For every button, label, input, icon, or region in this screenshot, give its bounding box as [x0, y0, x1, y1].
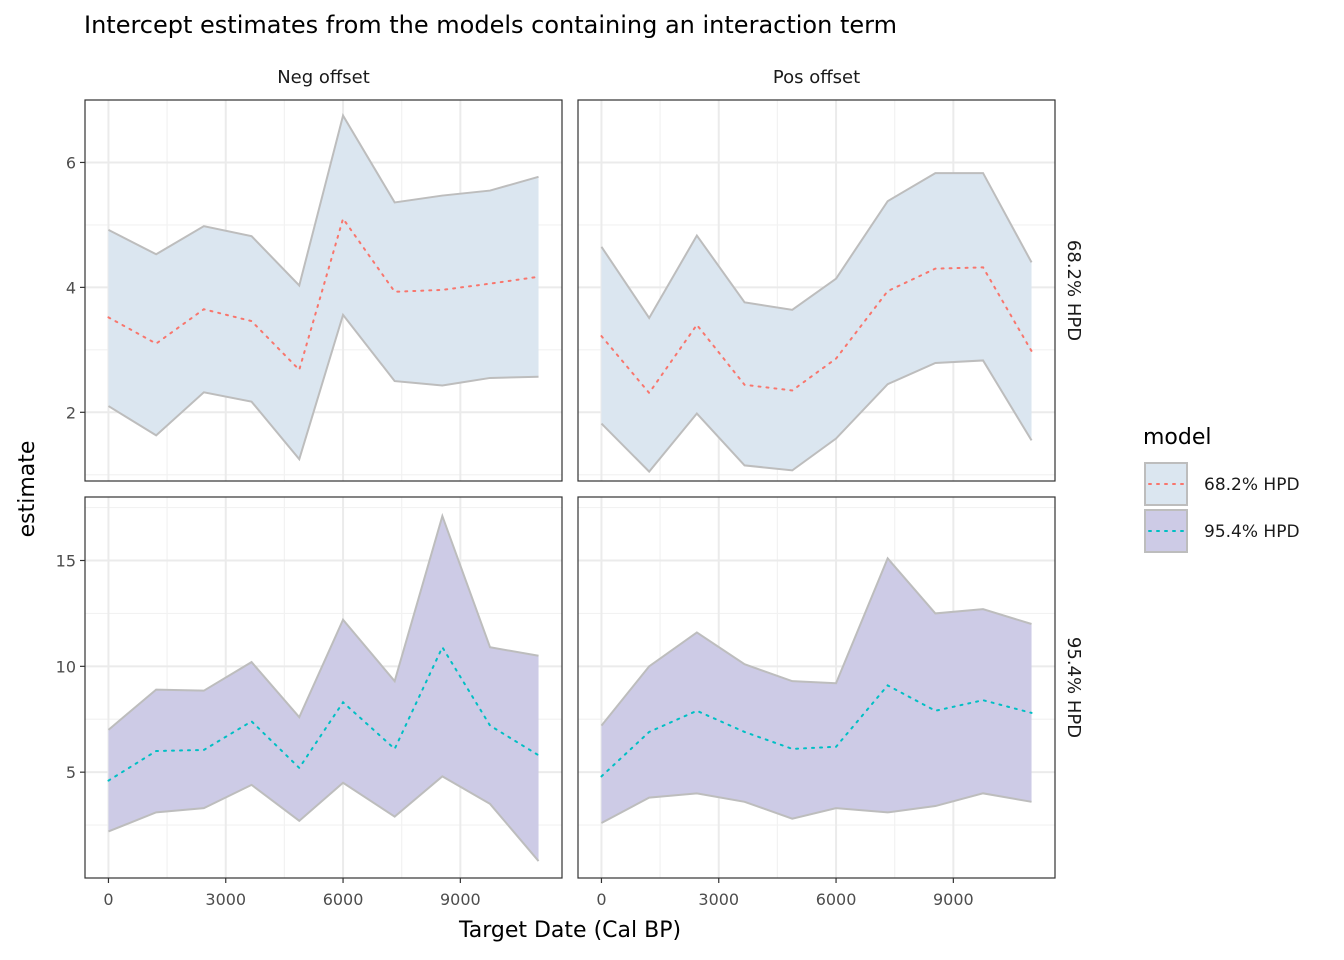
- ribbon-upper-bound: [107, 512, 539, 731]
- facet-panel-r1-c2: Pos offset 68.2% HPD: [577, 67, 1084, 482]
- panel-border: [577, 99, 1056, 482]
- y-tick-label: 10: [56, 657, 76, 676]
- hpd-ribbon: [108, 115, 539, 460]
- ribbon-lower-bound: [107, 312, 539, 462]
- y-tick-label: 6: [66, 153, 76, 172]
- facet-panel-r2-c2: 0 3000 6000 9000 95.4% HPD: [577, 496, 1084, 909]
- facet-strip-row: 95.4% HPD: [1063, 637, 1084, 738]
- hpd-ribbon: [601, 558, 1032, 823]
- facet-strip-col: Neg offset: [277, 67, 370, 88]
- legend-label: 95.4% HPD: [1204, 522, 1300, 542]
- x-tick-label: 0: [103, 890, 113, 909]
- ribbon-lower-bound: [600, 792, 1032, 824]
- y-tick-label: 15: [56, 552, 76, 571]
- facet-panels: 2 4 6 Neg offset Pos offset 68.2% HPD 5 10 15 0 30…: [56, 67, 1084, 909]
- facet-panel-r2-c1: 5 10 15 0 3000 6000 9000: [56, 496, 563, 909]
- ribbon-upper-bound: [108, 113, 539, 288]
- estimate-line: [600, 684, 1033, 778]
- facet-strip-row: 68.2% HPD: [1063, 240, 1084, 341]
- legend: model 68.2% HPD 95.4% HPD: [1143, 425, 1300, 553]
- legend-label: 68.2% HPD: [1204, 475, 1300, 495]
- x-tick-label: 0: [596, 890, 606, 909]
- panel-border: [84, 496, 563, 879]
- hpd-ribbon: [108, 516, 539, 862]
- legend-key-2: 95.4% HPD: [1144, 509, 1300, 553]
- x-tick-label: 3000: [205, 890, 246, 909]
- panel-border: [577, 496, 1056, 879]
- x-axis-title: Target Date (Cal BP): [458, 918, 681, 943]
- ribbon-upper-bound: [600, 172, 1033, 320]
- legend-title: model: [1143, 425, 1212, 450]
- ribbon-lower-bound: [108, 775, 540, 862]
- x-tick-label: 9000: [933, 890, 974, 909]
- ribbon-lower-bound: [600, 359, 1033, 474]
- y-tick-label: 5: [66, 763, 76, 782]
- y-tick-label: 4: [66, 278, 76, 297]
- legend-key-1: 68.2% HPD: [1144, 462, 1300, 506]
- chart-title: Intercept estimates from the models cont…: [84, 11, 897, 39]
- facet-strip-col: Pos offset: [773, 67, 860, 88]
- panel-border: [84, 99, 563, 482]
- x-tick-label: 3000: [698, 890, 739, 909]
- x-tick-label: 6000: [323, 890, 364, 909]
- estimate-line: [107, 645, 540, 782]
- y-axis-title: estimate: [15, 441, 40, 538]
- x-tick-label: 6000: [816, 890, 857, 909]
- estimate-line: [600, 266, 1033, 395]
- hpd-ribbon: [601, 173, 1032, 472]
- x-tick-label: 9000: [440, 890, 481, 909]
- facet-panel-r1-c1: 2 4 6 Neg offset: [66, 67, 563, 482]
- ribbon-upper-bound: [600, 556, 1032, 727]
- y-tick-label: 2: [66, 403, 76, 422]
